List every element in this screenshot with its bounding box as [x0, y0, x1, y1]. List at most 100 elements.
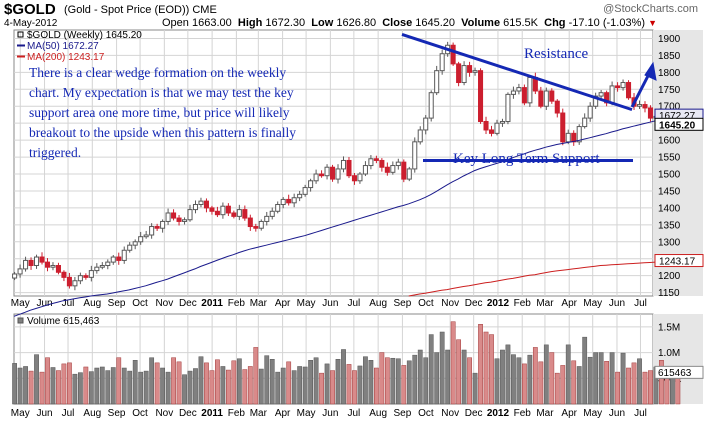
volume-bar	[176, 361, 182, 405]
price-candle	[258, 219, 264, 231]
legend-marker	[17, 31, 24, 38]
volume-bar	[231, 360, 237, 405]
price-candle	[620, 79, 626, 91]
price-candle	[198, 197, 204, 208]
volume-bar	[116, 357, 122, 405]
price-candle	[99, 262, 105, 270]
price-candle	[143, 230, 149, 239]
volume-bar	[543, 344, 549, 405]
volume-bar	[45, 357, 50, 405]
volume-bar	[637, 358, 642, 405]
price-candle	[214, 206, 220, 218]
candle-body	[395, 161, 401, 167]
candle-body	[647, 107, 653, 119]
price-tag-box	[654, 117, 704, 131]
candle-body	[132, 241, 138, 246]
price-candle	[181, 217, 188, 225]
price-x-tick-label: Aug	[83, 298, 101, 309]
candle-body	[297, 193, 303, 199]
volume-bar	[494, 358, 500, 405]
price-candle	[406, 166, 412, 182]
volume-bar	[308, 360, 313, 405]
volume-bar	[50, 367, 56, 405]
candle-body	[406, 168, 412, 180]
price-x-tick-label: May	[583, 298, 602, 309]
price-candle	[428, 90, 434, 122]
volume-bar	[483, 331, 489, 405]
candle-body	[33, 256, 40, 267]
candle-body	[494, 122, 500, 134]
candle-body	[242, 209, 248, 219]
candle-body	[176, 217, 182, 222]
candle-body	[565, 132, 571, 143]
low-label: Low	[311, 17, 334, 29]
price-candle	[439, 49, 445, 75]
price-candle	[450, 42, 456, 66]
price-candle	[297, 190, 303, 202]
candle-body	[609, 85, 615, 104]
volume-bar	[439, 331, 445, 405]
candle-body	[423, 117, 429, 131]
candle-body	[143, 234, 149, 238]
volume-bar	[330, 370, 335, 405]
volume-x-tick-label: Feb	[228, 408, 246, 419]
price-x-tick-label: Mar	[250, 298, 268, 309]
candle-body	[105, 261, 111, 267]
volume-bar	[28, 370, 34, 405]
price-candle	[543, 87, 549, 110]
price-candle	[467, 61, 473, 77]
volume-bar	[450, 321, 456, 405]
price-candle	[587, 102, 593, 122]
price-candle	[72, 277, 78, 291]
price-candle	[154, 223, 160, 231]
volume-bar	[187, 370, 193, 405]
candle-body	[373, 158, 379, 161]
volume-x-tick-label: Dec	[179, 408, 197, 419]
candle-body	[456, 63, 462, 84]
candle-body	[209, 207, 215, 212]
price-tag-label: 1243.17	[659, 257, 696, 268]
price-x-tick-label: Dec	[465, 298, 483, 309]
price-candle	[642, 101, 648, 113]
price-candle	[565, 129, 571, 145]
candle-body	[231, 212, 237, 217]
volume-bar	[138, 371, 144, 405]
volume-bar	[417, 349, 423, 405]
high-label: High	[237, 17, 263, 29]
price-tag-ma200: 1243.17	[654, 254, 704, 268]
annotation-note-line: There is a clear wedge formation on the …	[29, 65, 286, 80]
candle-body	[88, 270, 94, 278]
price-candle	[549, 88, 555, 104]
volume-x-tick-label: Dec	[465, 408, 483, 419]
price-candle	[127, 242, 133, 253]
price-candle	[105, 259, 111, 270]
price-candle	[324, 164, 330, 180]
brand-watermark: @StockCharts.com	[603, 3, 698, 15]
volume-bar	[198, 356, 204, 405]
volume-bar	[220, 366, 226, 405]
volume-bar	[67, 362, 72, 405]
symbol-description: (Gold - Spot Price (EOD)) CME	[64, 4, 217, 16]
volume-x-tick-label: Apr	[561, 408, 577, 419]
volume-x-tick-label: Aug	[369, 408, 387, 419]
volume-bar	[319, 372, 324, 405]
volume-bar	[423, 357, 429, 405]
volume-bar	[571, 360, 577, 405]
volume-bar	[17, 367, 23, 405]
volume-bar	[165, 371, 171, 405]
candle-body	[384, 166, 390, 173]
high-value: 1672.30	[265, 17, 306, 29]
candle-body	[187, 209, 193, 221]
volume-bar	[264, 355, 270, 405]
candle-body	[499, 120, 505, 124]
volume-bar	[406, 360, 412, 405]
price-candle	[231, 210, 237, 219]
candle-body	[351, 175, 357, 182]
candle-body	[280, 198, 286, 206]
candle-body	[302, 187, 308, 195]
price-tick-label: 1350	[658, 220, 681, 231]
price-candle	[330, 164, 336, 182]
volume-bar	[554, 372, 560, 405]
price-candle	[242, 205, 248, 221]
open-value: 1663.00	[191, 17, 232, 29]
